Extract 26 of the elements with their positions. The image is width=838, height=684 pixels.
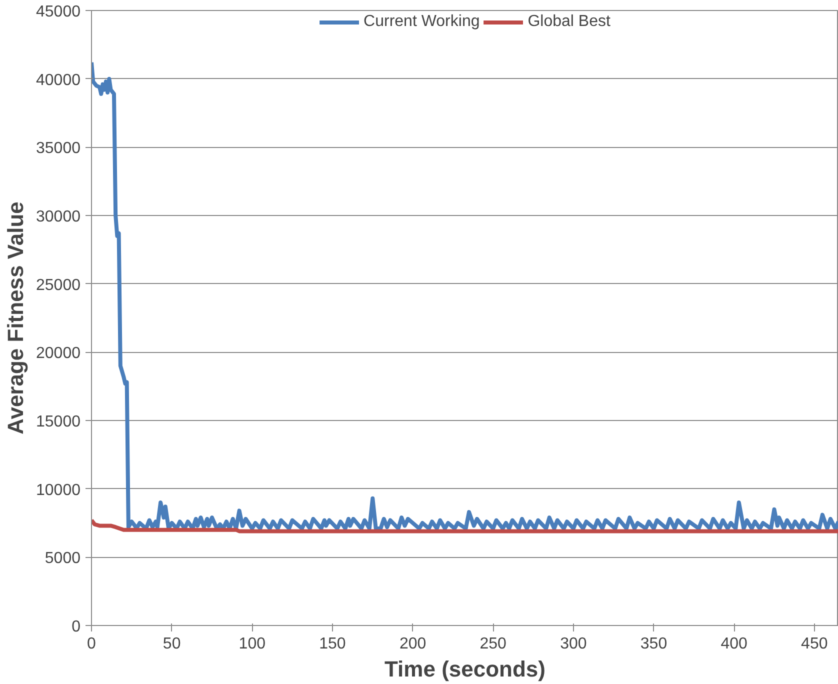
y-tick-label: 5000 [44, 550, 81, 568]
line-series [92, 60, 838, 530]
y-tick-label: 25000 [36, 276, 81, 294]
y-axis-title: Average Fitness Value [3, 202, 28, 434]
y-tick-label: 35000 [36, 140, 81, 158]
x-tick-label: 450 [801, 636, 828, 652]
x-tick-label: 100 [238, 636, 266, 652]
y-tick-label: 0 [72, 618, 81, 636]
y-tick-label: 40000 [36, 72, 81, 89]
y-tick-label: 30000 [36, 208, 81, 226]
legend-label: Global Best [528, 13, 610, 31]
line-series [92, 518, 838, 534]
x-tick-label: 50 [162, 636, 181, 652]
y-tick-label: 45000 [36, 4, 81, 20]
x-tick-label: 150 [319, 636, 346, 652]
y-tick-label: 15000 [36, 414, 81, 430]
y-tick-label: 10000 [36, 482, 81, 499]
x-axis-title: Time (seconds) [384, 656, 546, 682]
y-tick-label: 20000 [36, 345, 81, 362]
x-tick-label: 350 [640, 636, 668, 652]
x-tick-label: 0 [87, 636, 96, 652]
x-tick-label: 400 [720, 636, 748, 652]
x-tick-label: 200 [399, 636, 426, 652]
x-tick-label: 250 [480, 636, 507, 652]
legend-label: Current Working [364, 13, 480, 31]
x-tick-label: 300 [560, 636, 587, 652]
